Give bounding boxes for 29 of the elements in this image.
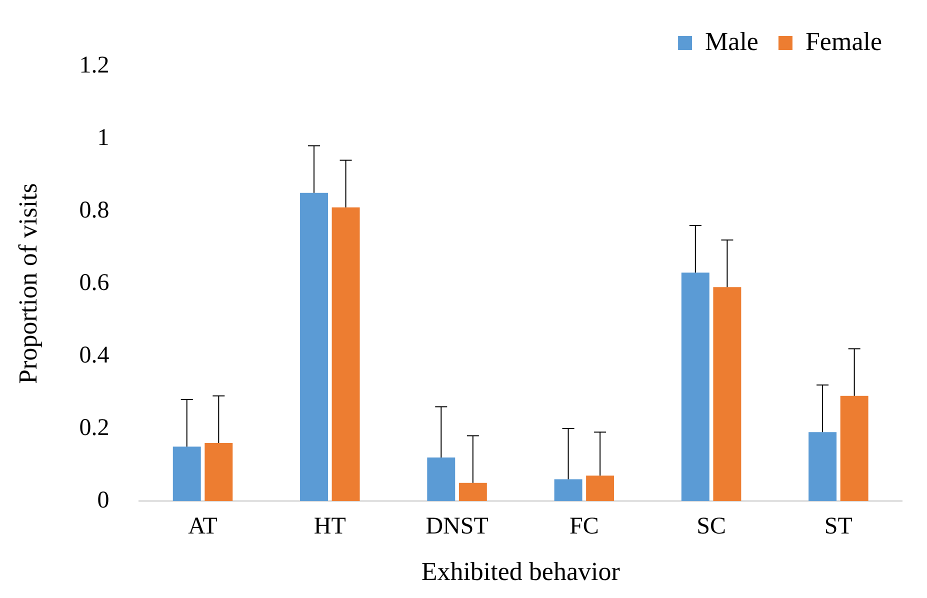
bar <box>427 458 456 501</box>
bar <box>300 192 328 501</box>
bar <box>172 446 201 501</box>
bar <box>458 482 487 501</box>
y-tick-label: 1 <box>97 124 110 151</box>
y-axis-title: Proportion of visits <box>13 183 42 384</box>
x-axis-title: Exhibited behavior <box>421 557 620 586</box>
legend-label: Female <box>805 26 882 56</box>
legend-label: Male <box>705 26 758 56</box>
x-tick-label: AT <box>188 514 218 540</box>
x-tick-label: FC <box>569 514 599 540</box>
x-tick-label: DNST <box>426 514 489 540</box>
x-tick-label: SC <box>696 514 726 540</box>
y-tick-label: 0.4 <box>79 342 110 368</box>
y-tick-label: 0 <box>97 487 110 514</box>
bar <box>808 432 837 501</box>
bar <box>554 479 582 501</box>
bar <box>713 287 742 501</box>
x-tick-label: ST <box>824 514 853 540</box>
bar <box>586 476 614 501</box>
x-tick-label: HT <box>314 514 346 540</box>
y-tick-label: 0.8 <box>79 197 110 224</box>
bar <box>332 207 360 501</box>
bar <box>840 396 868 501</box>
bar <box>204 443 233 501</box>
y-tick-label: 0.2 <box>79 414 110 441</box>
y-tick-label: 0.6 <box>79 270 110 296</box>
y-tick-label: 1.2 <box>79 52 110 78</box>
bar <box>681 272 710 501</box>
